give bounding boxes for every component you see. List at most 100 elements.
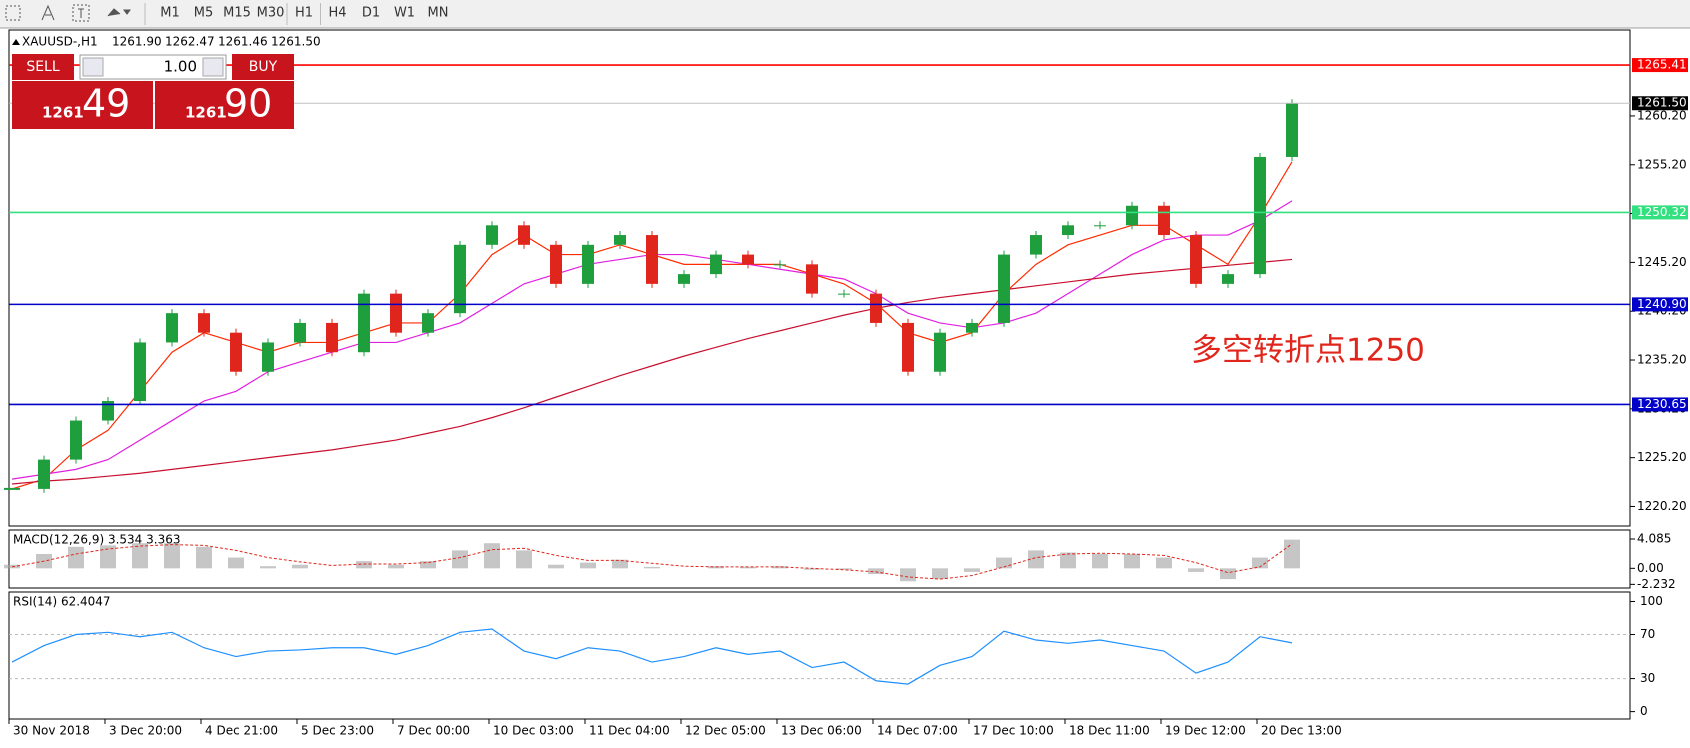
timeframe-button[interactable]: M5 xyxy=(194,6,214,21)
macd-bar xyxy=(868,568,884,575)
x-tick-label: 10 Dec 03:00 xyxy=(493,724,574,738)
candle xyxy=(134,342,146,402)
candle xyxy=(1158,205,1170,236)
chart-title: XAUUSD-,H1 xyxy=(22,35,98,49)
timeframe-button[interactable]: H4 xyxy=(328,6,346,21)
sell-button[interactable] xyxy=(12,54,74,80)
timeframe-button[interactable]: H1 xyxy=(295,6,313,21)
candle xyxy=(198,313,210,333)
macd-bar xyxy=(1252,557,1268,569)
candle xyxy=(646,235,658,284)
candle xyxy=(294,322,306,343)
macd-bar xyxy=(356,561,372,569)
candle xyxy=(326,322,338,353)
macd-bar xyxy=(100,545,116,569)
buy-button[interactable] xyxy=(232,54,294,80)
macd-bar xyxy=(644,566,660,569)
candle xyxy=(262,342,274,372)
y-tick-label: 0.00 xyxy=(1637,561,1664,575)
candle xyxy=(70,420,82,460)
macd-bar xyxy=(1092,553,1108,569)
quote-value: 1261.90 xyxy=(112,35,162,49)
toolbar xyxy=(0,0,1690,28)
candle xyxy=(486,225,498,245)
lot-input[interactable] xyxy=(79,54,227,80)
x-tick-label: 12 Dec 05:00 xyxy=(685,724,766,738)
candle xyxy=(806,264,818,294)
y-tick-label: 1235.20 xyxy=(1637,353,1687,367)
timeframe-button[interactable]: M1 xyxy=(160,6,180,21)
candle xyxy=(518,225,530,245)
x-tick-label: 20 Dec 13:00 xyxy=(1261,724,1342,738)
candle xyxy=(454,244,466,314)
candle xyxy=(1222,274,1234,284)
quote-value: 1261.46 xyxy=(218,35,268,49)
toolbar-icons xyxy=(5,4,131,22)
candle xyxy=(966,322,978,333)
rsi-title: RSI(14) 62.4047 xyxy=(13,595,111,609)
moving-average xyxy=(11,258,1293,485)
timeframe-button[interactable]: M30 xyxy=(257,6,285,21)
macd-bar xyxy=(772,566,788,569)
macd-bar xyxy=(132,543,148,569)
bid-small: 49 xyxy=(82,82,130,126)
lot-up[interactable] xyxy=(202,57,224,77)
macd-bar xyxy=(548,564,564,569)
x-tick-label: 7 Dec 00:00 xyxy=(397,724,470,738)
price-level-label-bg xyxy=(1632,205,1688,220)
ask-big: 1261 xyxy=(185,104,227,122)
price-level-label-bg xyxy=(1632,397,1688,412)
macd-panel xyxy=(8,529,1631,589)
candle xyxy=(742,254,754,265)
y-tick-label: 0 xyxy=(1640,704,1648,718)
y-tick-label: 1225.20 xyxy=(1637,450,1687,464)
price-level-label: 1240.90 xyxy=(1637,297,1687,311)
x-tick-label: 30 Nov 2018 xyxy=(13,724,90,738)
timeframe-button[interactable]: M15 xyxy=(223,6,251,21)
annotation: 多空转折点1250 xyxy=(1191,333,1425,369)
macd-bar xyxy=(1124,553,1140,569)
macd-bar xyxy=(292,564,308,569)
macd-bar xyxy=(260,566,276,569)
x-tick-label: 11 Dec 04:00 xyxy=(589,724,670,738)
macd-bar xyxy=(1188,568,1204,572)
candle xyxy=(710,254,722,275)
macd-bar xyxy=(420,561,436,569)
candle xyxy=(1094,225,1106,227)
candle xyxy=(102,401,114,421)
bid-box[interactable] xyxy=(12,81,153,129)
macd-bar xyxy=(836,568,852,570)
candle xyxy=(1286,103,1298,157)
y-tick-label: -2.232 xyxy=(1637,577,1676,591)
candle xyxy=(390,293,402,333)
quote-value: 1262.47 xyxy=(165,35,215,49)
candle xyxy=(870,293,882,323)
x-tick-label: 3 Dec 20:00 xyxy=(109,724,182,738)
candle xyxy=(166,313,178,343)
timeframe-button[interactable]: W1 xyxy=(394,6,415,21)
y-tick-label: 1245.20 xyxy=(1637,255,1687,269)
macd-bar xyxy=(452,550,468,569)
macd-bar xyxy=(996,557,1012,569)
candle xyxy=(614,235,626,245)
rsi-line xyxy=(11,628,1293,685)
buy-label: BUY xyxy=(249,59,278,75)
macd-title: MACD(12,26,9) 3.534 3.363 xyxy=(13,533,180,547)
y-tick-label: 30 xyxy=(1640,671,1655,685)
macd-bar xyxy=(228,557,244,569)
macd-bar xyxy=(1156,557,1172,569)
candle xyxy=(934,332,946,372)
price-level-label: 1250.32 xyxy=(1637,205,1687,219)
lot-down[interactable] xyxy=(82,57,104,77)
macd-bar xyxy=(804,568,820,570)
macd-bar xyxy=(1284,539,1300,569)
macd-bar xyxy=(900,568,916,582)
ask-box[interactable] xyxy=(155,81,294,129)
candle xyxy=(838,293,850,295)
x-tick-label: 4 Dec 21:00 xyxy=(205,724,278,738)
timeframe-button[interactable]: MN xyxy=(428,6,449,21)
x-tick-label: 5 Dec 23:00 xyxy=(301,724,374,738)
timeframe-button[interactable]: D1 xyxy=(362,6,380,21)
candle xyxy=(774,264,786,266)
